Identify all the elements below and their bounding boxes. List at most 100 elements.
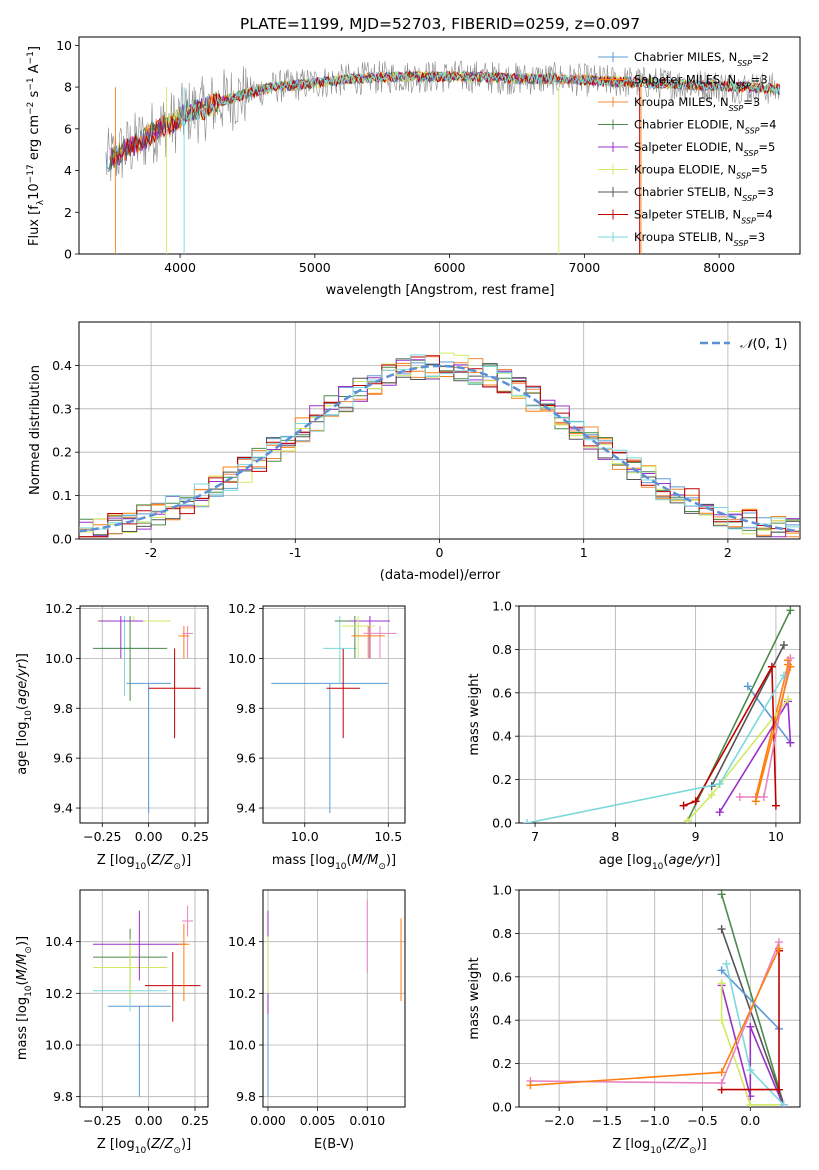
legend-label-cm: Chabrier MILES, NSSP=2 <box>634 50 769 68</box>
weight-marker-ke <box>717 1016 726 1025</box>
label-part: )] <box>15 653 30 663</box>
weight-marker-ss <box>767 662 776 671</box>
label-part: ( <box>15 980 30 985</box>
weight-marker-se <box>746 1022 755 1031</box>
legend-normal-label: 𝒩(0, 1) <box>740 337 787 352</box>
y-tick-label: 0.0 <box>52 532 72 547</box>
weight-marker-pink <box>759 792 768 801</box>
weight-line-cs <box>720 928 785 1106</box>
x-tick-label: 10 <box>768 829 784 844</box>
legend-sub: SSP <box>729 104 744 113</box>
weight-marker-pink <box>786 654 795 663</box>
weight-line-ss <box>683 663 777 807</box>
legend-label-se: Salpeter ELODIE, NSSP=5 <box>634 140 775 158</box>
weight-marker-sm <box>751 797 760 806</box>
y-tick-label: 0.8 <box>492 926 512 941</box>
legend-nssp: =4 <box>756 208 773 222</box>
weight-marker-ks <box>715 779 724 788</box>
weight_vs_age-series <box>523 606 795 823</box>
label-part: ( <box>146 853 151 868</box>
x-tick-label: 0.010 <box>349 1113 385 1128</box>
weight-marker-ke <box>783 695 792 704</box>
y-tick-label: 9.6 <box>236 751 256 766</box>
histogram-group <box>79 352 800 538</box>
label-part: )] <box>386 853 396 868</box>
weight-marker-ke <box>746 1100 755 1107</box>
legend-label-sm: Salpeter MILES, NSSP=3 <box>634 73 768 91</box>
residuals-frame <box>78 321 801 540</box>
weight-marker-ke <box>683 816 692 823</box>
mass_vs_EBV-points <box>267 900 402 1097</box>
weight-line-sm <box>755 666 792 802</box>
label-part: 10 <box>24 985 34 997</box>
x-tick-label: −0.25 <box>83 829 121 844</box>
spectrum-xlabel: wavelength [Angstrom, rest frame] <box>326 283 555 298</box>
residuals-axes <box>75 321 801 543</box>
legend-sub: SSP <box>734 239 749 248</box>
spectrum-lines <box>105 60 781 254</box>
label-part: Z/Z <box>666 1137 690 1152</box>
y-tick-label: 4 <box>64 163 72 178</box>
weight-marker-pink <box>735 792 744 801</box>
x-tick-label: −1.0 <box>640 1113 670 1128</box>
legend-nssp: =4 <box>760 118 777 132</box>
label-part: ( <box>662 1137 667 1152</box>
label-part: ( <box>15 705 30 710</box>
legend-sub: SSP <box>736 81 751 90</box>
massZ-ylabel: mass [log10(M/M⊙)] <box>15 936 34 1060</box>
weight-line-ks <box>526 674 785 823</box>
label-part: Z/Z <box>150 853 174 868</box>
x-tick-label: 2 <box>724 545 732 560</box>
legend-nssp: =3 <box>743 95 760 109</box>
legend-nssp: =3 <box>751 73 768 87</box>
x-tick-label: −0.5 <box>687 1113 717 1128</box>
y-tick-label: 10.2 <box>45 601 73 616</box>
y-tick-label: 10.2 <box>228 601 256 616</box>
x-tick-label: 0.25 <box>181 829 209 844</box>
legend-name: Chabrier ELODIE, N <box>634 118 745 132</box>
legend-sub: SSP <box>741 216 756 225</box>
label-part: )] <box>181 1137 191 1152</box>
weight_vs_age-axes <box>515 605 801 827</box>
label-part: −17 <box>26 164 36 183</box>
y-tick-label: 0.4 <box>492 729 512 744</box>
y-tick-label: 9.8 <box>53 701 73 716</box>
weight-marker-ks <box>722 959 731 968</box>
ageZ-ylabel: age [log10(age/yr)] <box>15 653 34 775</box>
legend-sub: SSP <box>737 59 752 68</box>
y-tick-label: 10.2 <box>228 986 256 1001</box>
label-part: ⊙ <box>173 1146 181 1156</box>
y-tick-label: 0.6 <box>492 685 512 700</box>
weight-marker-ks <box>746 1066 755 1075</box>
label-part: ( <box>347 853 352 868</box>
residuals-xlabel: (data-model)/error <box>380 568 501 583</box>
weight-line-ke <box>720 983 784 1106</box>
legend-sub: SSP <box>736 171 751 180</box>
label-part: M/M <box>15 954 30 981</box>
y-tick-label: 9.6 <box>53 751 73 766</box>
x-tick-label: 8 <box>611 829 619 844</box>
ageZ-xlabel: Z [log10(Z/Z⊙)] <box>97 853 191 872</box>
weight-marker-ke <box>717 979 726 988</box>
label-part: )] <box>697 1137 707 1152</box>
age_vs_mass-axes <box>259 605 406 827</box>
label-part: λ <box>36 199 46 205</box>
weight-marker-cm <box>717 966 726 975</box>
weight_vs_age-ylabel: mass weight <box>467 673 482 755</box>
label-part: −2 <box>26 102 36 115</box>
legend-label-ss: Salpeter STELIB, NSSP=4 <box>634 208 773 226</box>
y-tick-label: 10 <box>56 38 72 53</box>
legend-label-ks: Kroupa STELIB, NSSP=3 <box>634 230 765 248</box>
legend-name: Chabrier STELIB, N <box>634 185 742 199</box>
age_vs_Z-frame <box>79 605 209 824</box>
x-tick-label: 0.005 <box>300 1113 336 1128</box>
y-tick-label: 6 <box>64 121 72 136</box>
mass_vs_Z-frame <box>79 889 209 1108</box>
label-part: Z [log <box>612 1137 650 1152</box>
model-spectrum-ks <box>178 69 781 127</box>
weight-marker-cs <box>717 925 726 934</box>
label-part: age/yr <box>15 662 30 705</box>
weight-marker-sm <box>786 662 795 671</box>
x-tick-label: −2.0 <box>544 1113 574 1128</box>
